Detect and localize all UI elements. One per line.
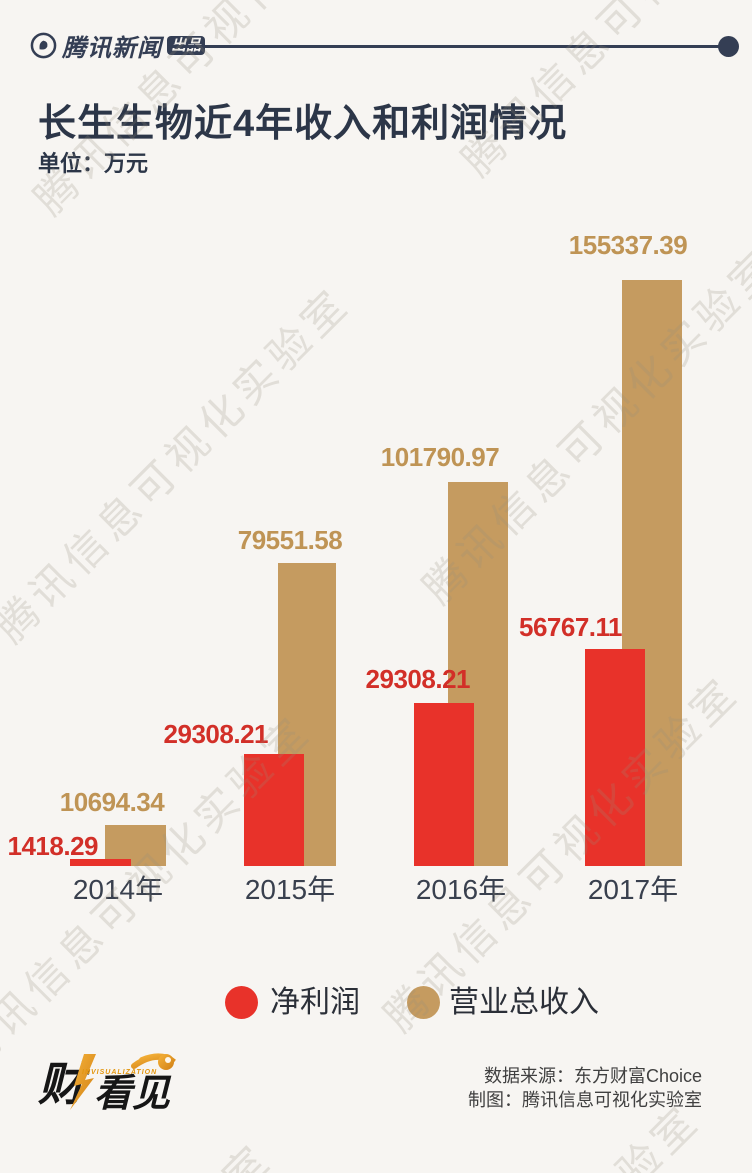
brand-name: 腾讯新闻 bbox=[62, 35, 162, 62]
value-label-net-profit-2014年: 1418.29 bbox=[7, 831, 99, 861]
value-label-net-profit-2017年: 56767.11 bbox=[518, 612, 623, 642]
value-label-total-revenue-2015年: 79551.58 bbox=[237, 525, 343, 555]
value-label-net-profit-2016年: 29308.21 bbox=[365, 664, 471, 694]
header-rule-dot bbox=[718, 36, 739, 57]
caikanjian-logo: 财 看见 INVISUALIZATION bbox=[38, 1048, 188, 1120]
caikanjian-logo-caption: INVISUALIZATION bbox=[82, 1069, 157, 1076]
value-label-total-revenue-2014年: 10694.34 bbox=[59, 787, 165, 817]
value-label-total-revenue-2017年: 155337.39 bbox=[568, 230, 688, 260]
header: 腾讯新闻 出品 bbox=[30, 28, 739, 68]
axis-label-2015年: 2015年 bbox=[244, 874, 336, 905]
bar-net-profit-2014年 bbox=[70, 859, 131, 866]
lightning-icon bbox=[70, 1054, 96, 1110]
axis-label-2014年: 2014年 bbox=[72, 874, 164, 905]
value-label-total-revenue-2016年: 101790.97 bbox=[380, 442, 500, 472]
svg-text:看见: 看见 bbox=[94, 1073, 172, 1115]
bar-net-profit-2015年 bbox=[244, 754, 304, 866]
axis-label-2017年: 2017年 bbox=[587, 874, 679, 905]
data-source: 数据来源：东方财富Choice bbox=[483, 1066, 702, 1086]
bar-net-profit-2016年 bbox=[414, 703, 474, 866]
tencent-news-icon bbox=[30, 32, 57, 59]
axis-label-2016年: 2016年 bbox=[415, 874, 507, 905]
page-title: 长生生物近4年收入和利润情况 bbox=[38, 103, 568, 145]
chart-credit: 制图：腾讯信息可视化实验室 bbox=[468, 1090, 702, 1110]
footer: 财 看见 INVISUALIZATION 数据来源：东方财富Choice 制图：… bbox=[0, 1040, 752, 1160]
bar-net-profit-2017年 bbox=[585, 649, 645, 866]
value-label-net-profit-2015年: 29308.21 bbox=[163, 719, 269, 749]
credits: 数据来源：东方财富Choice 制图：腾讯信息可视化实验室 bbox=[468, 1064, 702, 1112]
header-rule bbox=[172, 36, 739, 57]
unit-label: 单位：万元 bbox=[38, 151, 149, 176]
